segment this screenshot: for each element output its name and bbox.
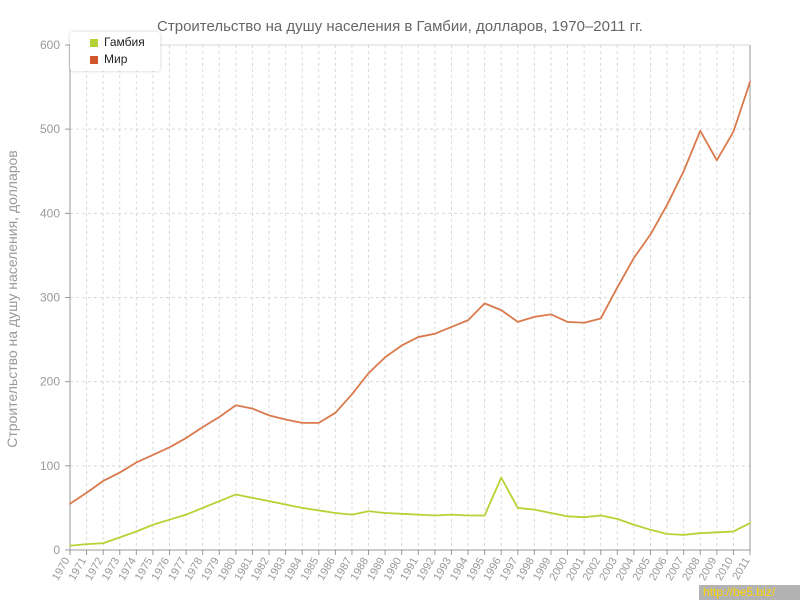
svg-text:2010: 2010 (713, 556, 736, 583)
svg-text:200: 200 (40, 375, 60, 389)
svg-text:2011: 2011 (730, 556, 752, 582)
svg-text:600: 600 (40, 38, 60, 52)
svg-text:400: 400 (40, 206, 60, 220)
svg-text:500: 500 (40, 122, 60, 136)
svg-text:0: 0 (53, 543, 60, 557)
svg-text:100: 100 (40, 459, 60, 473)
svg-text:300: 300 (40, 291, 60, 305)
